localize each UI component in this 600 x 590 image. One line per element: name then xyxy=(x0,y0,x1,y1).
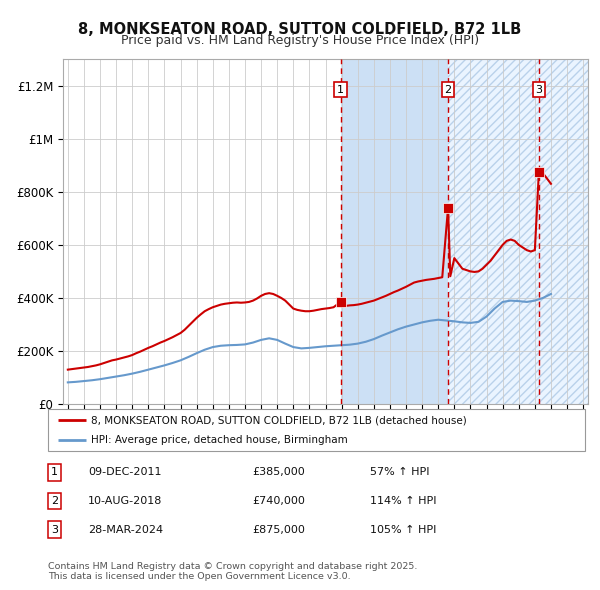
Text: 2: 2 xyxy=(445,84,452,94)
Text: £740,000: £740,000 xyxy=(252,496,305,506)
Text: 1: 1 xyxy=(337,84,344,94)
Text: 28-MAR-2024: 28-MAR-2024 xyxy=(88,525,163,535)
FancyBboxPatch shape xyxy=(48,409,585,451)
Text: £875,000: £875,000 xyxy=(252,525,305,535)
Text: Price paid vs. HM Land Registry's House Price Index (HPI): Price paid vs. HM Land Registry's House … xyxy=(121,34,479,47)
Text: 2: 2 xyxy=(51,496,58,506)
Bar xyxy=(341,59,448,404)
Text: 114% ↑ HPI: 114% ↑ HPI xyxy=(370,496,437,506)
Text: 8, MONKSEATON ROAD, SUTTON COLDFIELD, B72 1LB (detached house): 8, MONKSEATON ROAD, SUTTON COLDFIELD, B7… xyxy=(91,415,467,425)
Text: 3: 3 xyxy=(535,84,542,94)
Text: HPI: Average price, detached house, Birmingham: HPI: Average price, detached house, Birm… xyxy=(91,435,348,445)
Text: £385,000: £385,000 xyxy=(252,467,305,477)
Text: 105% ↑ HPI: 105% ↑ HPI xyxy=(370,525,437,535)
Text: 3: 3 xyxy=(51,525,58,535)
Bar xyxy=(448,59,588,404)
Text: 57% ↑ HPI: 57% ↑ HPI xyxy=(370,467,430,477)
Text: 10-AUG-2018: 10-AUG-2018 xyxy=(88,496,163,506)
Text: 1: 1 xyxy=(51,467,58,477)
Text: 09-DEC-2011: 09-DEC-2011 xyxy=(88,467,162,477)
Text: Contains HM Land Registry data © Crown copyright and database right 2025.
This d: Contains HM Land Registry data © Crown c… xyxy=(48,562,418,581)
Text: 8, MONKSEATON ROAD, SUTTON COLDFIELD, B72 1LB: 8, MONKSEATON ROAD, SUTTON COLDFIELD, B7… xyxy=(79,22,521,37)
